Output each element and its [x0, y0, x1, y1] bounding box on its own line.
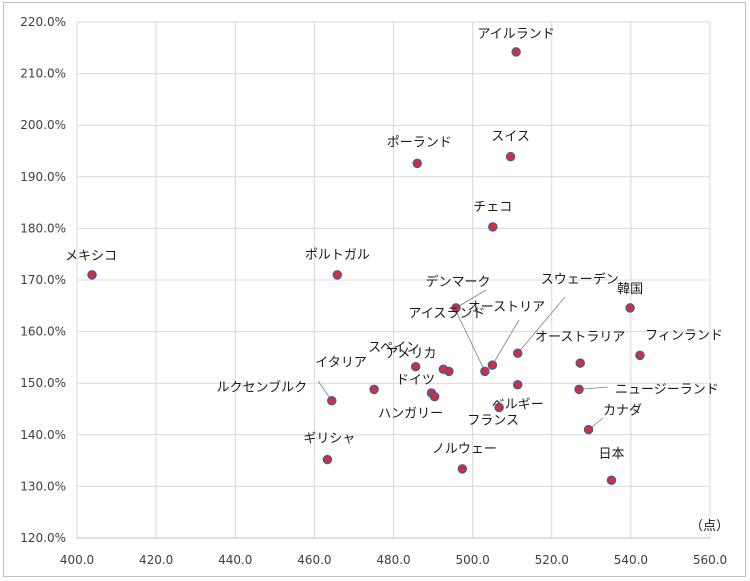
- data-point: [429, 391, 440, 402]
- point-label: イタリア: [315, 355, 366, 370]
- point-label: ルクセンブルク: [216, 380, 307, 396]
- data-point: [410, 361, 421, 372]
- chart-frame: [3, 2, 746, 577]
- data-point: [625, 303, 635, 313]
- x-tick-label: 420.0: [139, 553, 173, 567]
- point-label: ポーランド: [387, 135, 452, 150]
- point-label: スペイン: [368, 341, 419, 356]
- point-label: ベルギー: [492, 398, 544, 413]
- data-point: [480, 366, 490, 377]
- data-point: [512, 379, 523, 390]
- point-label: デンマーク: [426, 274, 491, 290]
- point-label: ポルトガル: [305, 248, 370, 263]
- y-tick-label: 150.0%: [20, 376, 66, 390]
- point-label: アメリカ: [385, 346, 436, 361]
- y-tick-label: 170.0%: [20, 273, 66, 287]
- x-tick-label: 540.0: [614, 553, 648, 567]
- point-label: スイス: [491, 130, 530, 145]
- data-point: [488, 222, 498, 232]
- point-label: アイルランド: [477, 27, 554, 42]
- point-label: チェコ: [473, 200, 512, 215]
- y-tick-label: 200.0%: [20, 118, 66, 132]
- y-tick-label: 160.0%: [20, 325, 66, 339]
- point-label: フィンランド: [645, 328, 723, 343]
- leader-line: [455, 289, 487, 309]
- point-label: ハンガリー: [378, 407, 443, 422]
- data-point: [87, 270, 97, 280]
- x-tick-label: 520.0: [535, 553, 569, 567]
- point-label: スウェーデン: [541, 271, 619, 287]
- point-label: ギリシャ: [303, 432, 355, 447]
- data-point: [511, 47, 521, 57]
- point-label: フランス: [467, 413, 519, 428]
- x-tick-label: 560.0: [693, 553, 727, 567]
- data-point: [369, 384, 379, 395]
- data-point: [457, 464, 468, 474]
- point-label: ノルウェー: [432, 442, 497, 457]
- x-tick-label: 400.0: [60, 553, 94, 567]
- data-point: [583, 424, 594, 435]
- data-point: [635, 350, 645, 361]
- y-tick-label: 130.0%: [20, 479, 66, 493]
- leader-line: [517, 296, 566, 354]
- y-tick-label: 190.0%: [20, 170, 66, 184]
- data-point: [494, 402, 504, 413]
- data-point: [512, 348, 523, 359]
- x-tick-label: 440.0: [218, 553, 252, 567]
- leader-line: [455, 310, 486, 372]
- point-label: 日本: [598, 447, 624, 462]
- data-point: [487, 360, 498, 370]
- point-label: オーストラリア: [535, 330, 625, 345]
- point-label: 韓国: [617, 282, 643, 297]
- point-label: ニュージーランド: [615, 382, 719, 397]
- data-point: [412, 158, 422, 169]
- y-tick-label: 120.0%: [20, 531, 66, 545]
- x-tick-label: 500.0: [455, 553, 489, 567]
- data-point: [575, 358, 585, 368]
- data-point: [438, 364, 449, 375]
- y-tick-label: 210.0%: [20, 67, 66, 81]
- data-point: [322, 454, 333, 465]
- leader-line: [579, 386, 609, 390]
- y-tick-label: 220.0%: [20, 15, 66, 29]
- data-point: [332, 270, 343, 280]
- data-point: [327, 395, 337, 406]
- y-tick-label: 140.0%: [20, 428, 66, 442]
- point-label: カナダ: [603, 404, 642, 419]
- point-label: ドイツ: [396, 373, 435, 388]
- data-point: [505, 151, 516, 162]
- leader-line: [492, 319, 520, 366]
- y-tick-label: 180.0%: [20, 221, 66, 235]
- point-label: アイスランド: [408, 306, 485, 321]
- x-tick-label: 460.0: [297, 553, 331, 567]
- point-label: メキシコ: [65, 249, 117, 264]
- x-tick-label: 480.0: [376, 553, 410, 567]
- data-point: [606, 475, 617, 485]
- x-unit-label: （点）: [690, 519, 729, 534]
- point-label: オーストリア: [468, 300, 545, 315]
- data-point: [574, 384, 584, 395]
